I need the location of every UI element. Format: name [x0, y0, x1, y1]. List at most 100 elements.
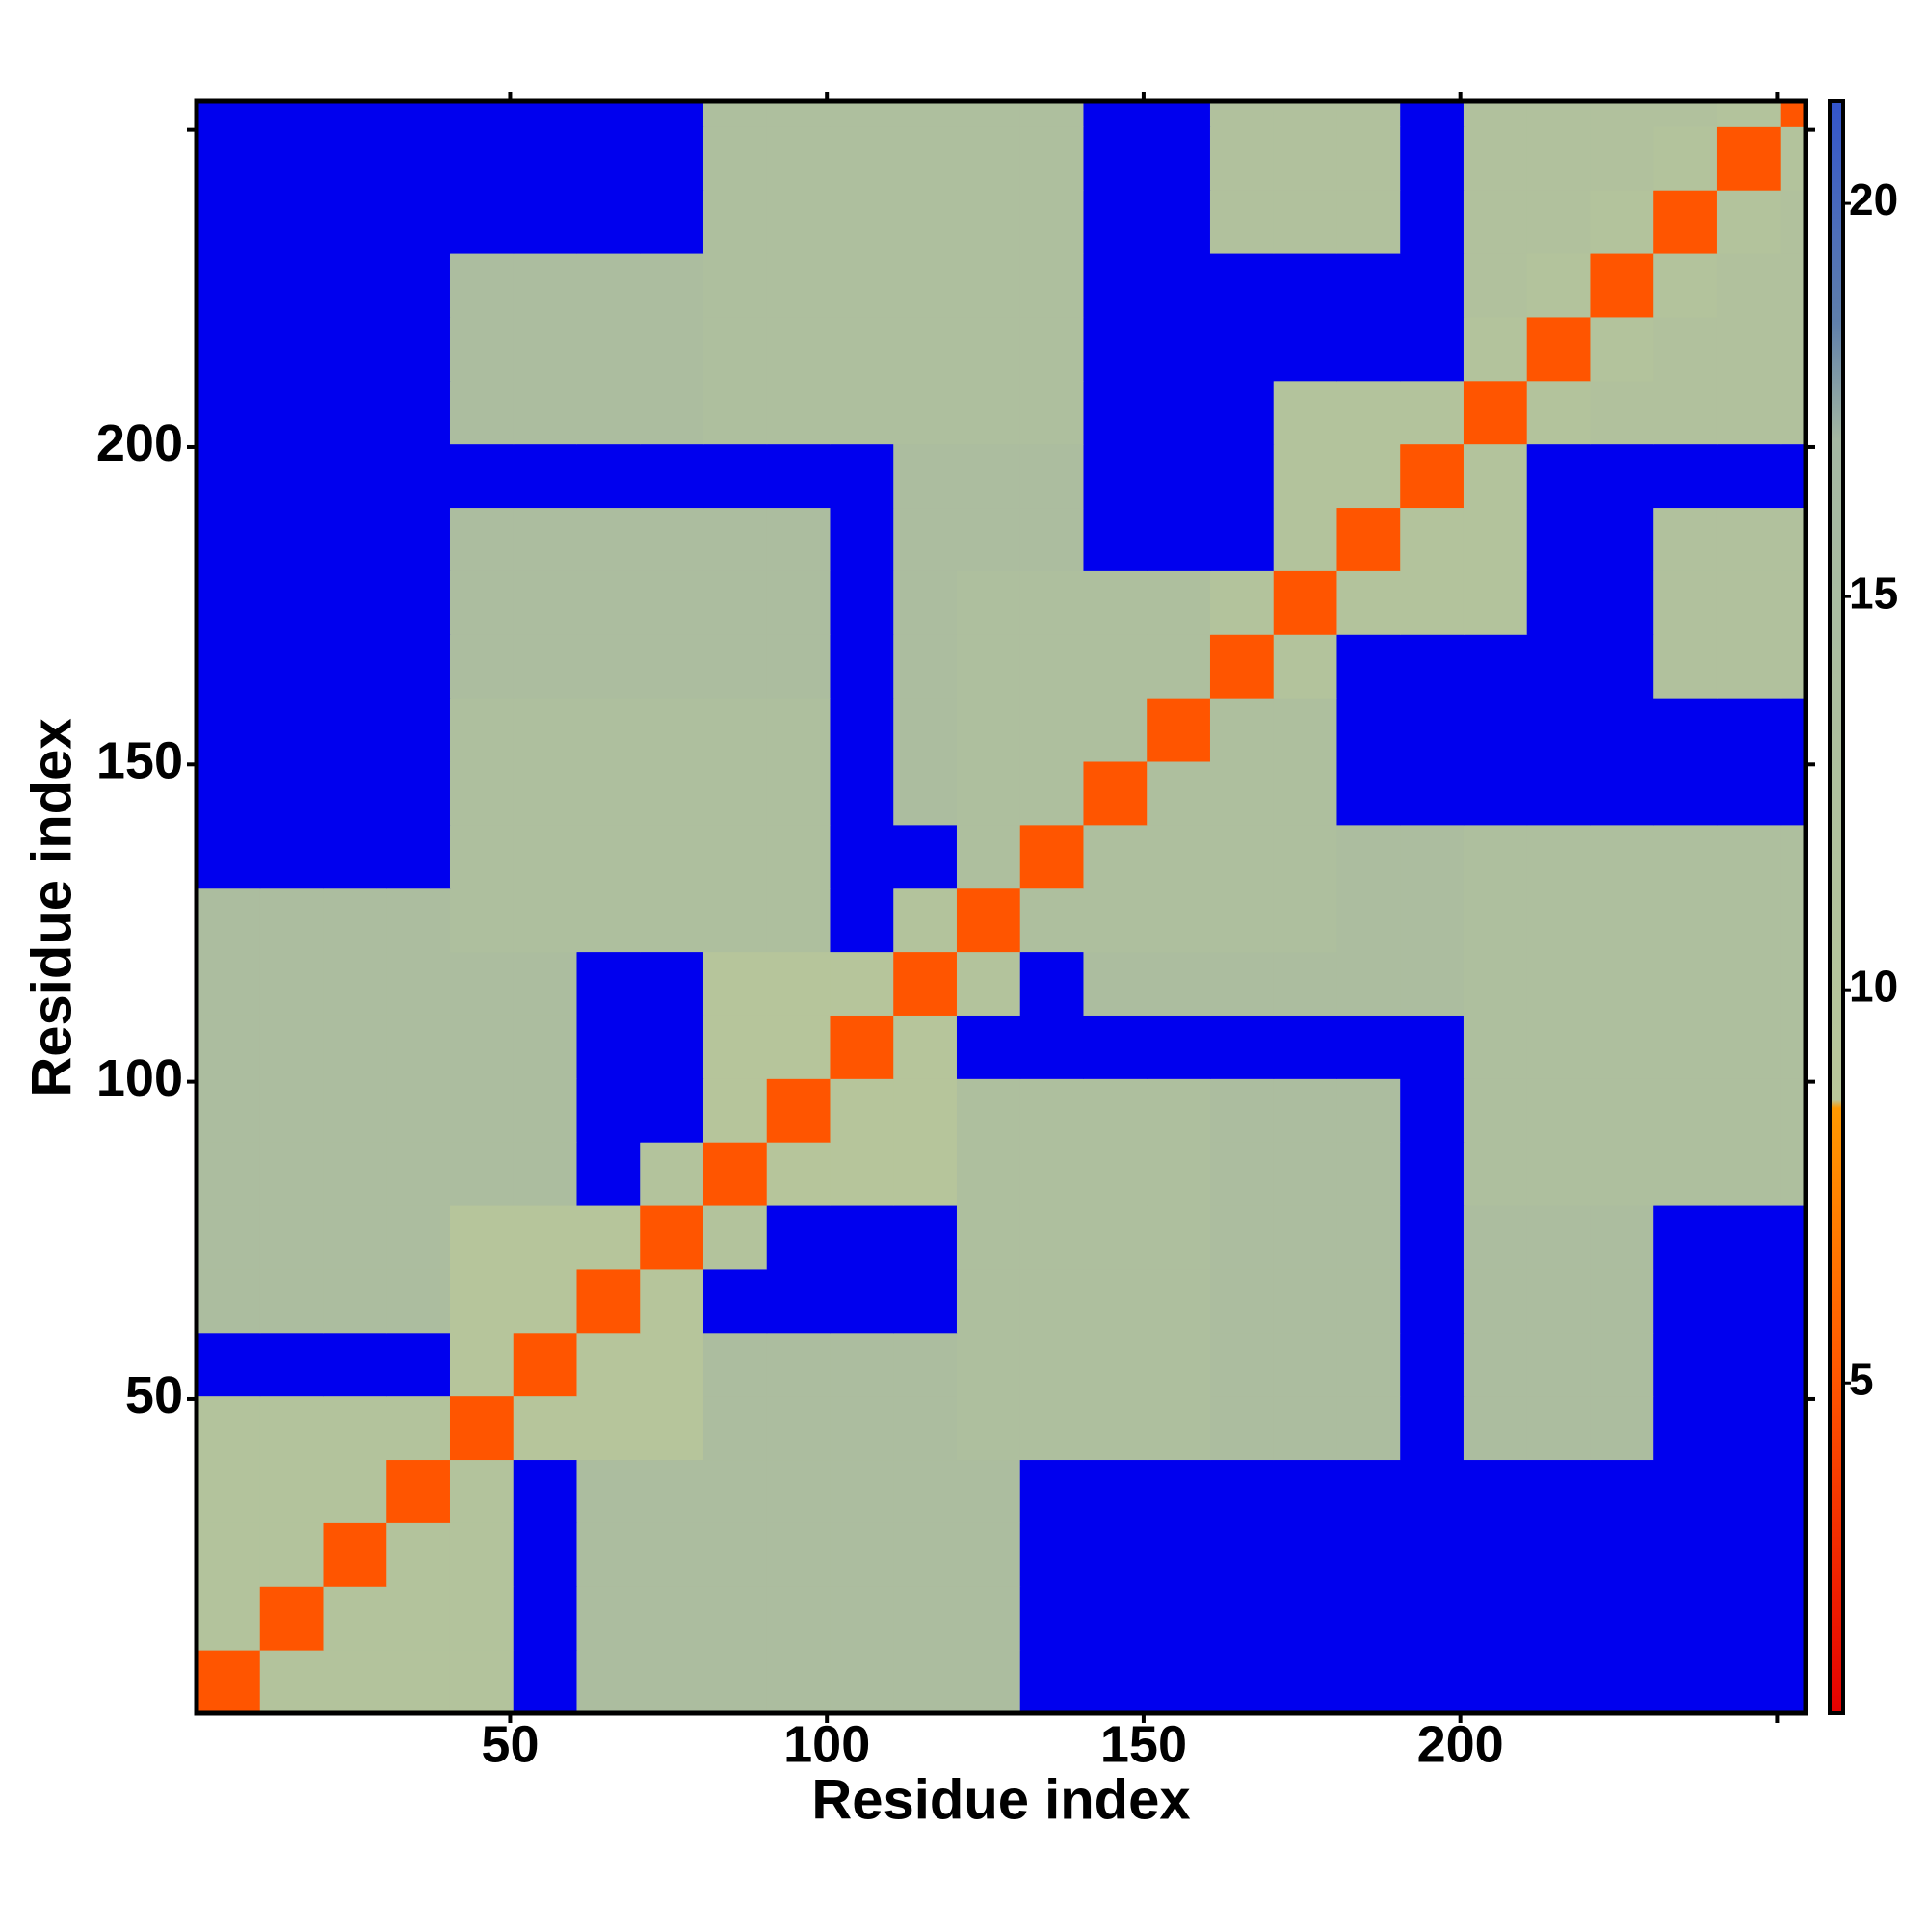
heat-cell [197, 824, 261, 889]
colorbar-segment [1830, 438, 1843, 1100]
heat-cell [956, 1586, 1021, 1651]
heat-cell [1019, 634, 1084, 699]
heat-cell [1463, 761, 1528, 826]
heat-cell [1083, 1586, 1148, 1651]
y-tick-label: 50 [125, 1366, 183, 1424]
heat-cell [1336, 1268, 1401, 1334]
heat-cell [956, 1015, 1021, 1079]
heat-cell [197, 951, 261, 1016]
heat-cell [1526, 634, 1591, 699]
heat-cell [1780, 126, 1807, 191]
heat-cell [830, 1268, 894, 1334]
heat-cell [1209, 1332, 1275, 1397]
heat-cell [1590, 316, 1654, 382]
heat-cell [1780, 1078, 1807, 1143]
heat-cell [197, 316, 261, 382]
heat-cell [576, 1586, 641, 1651]
heat-cell [449, 1142, 515, 1206]
heat-cell [513, 1142, 577, 1206]
heat-cell [323, 634, 387, 699]
heat-cell [449, 316, 515, 382]
heat-cell [323, 101, 387, 127]
heat-cell [1400, 570, 1465, 635]
heat-cell [1336, 443, 1401, 509]
heat-cell [1780, 507, 1807, 571]
heat-cell [449, 570, 515, 635]
heat-cell [766, 951, 831, 1016]
heat-cell [1463, 951, 1528, 1016]
heat-cell [1780, 380, 1807, 445]
heat-cell [1336, 1078, 1401, 1143]
heat-cell [956, 1142, 1021, 1206]
heat-cell [1273, 761, 1337, 826]
heat-cell [386, 126, 451, 191]
heat-cell [1463, 1395, 1528, 1461]
heat-cell [1336, 1650, 1401, 1714]
heat-cell [830, 1332, 894, 1397]
heat-cell [1526, 126, 1591, 191]
heat-cell [259, 443, 324, 509]
heat-cell [1019, 253, 1084, 318]
heat-cell [1273, 101, 1337, 127]
heat-cell [259, 887, 324, 953]
heat-cell [1526, 1522, 1591, 1587]
heat-cell [1019, 1078, 1084, 1143]
heat-cell [893, 1205, 958, 1270]
heat-cell [513, 253, 577, 318]
heat-cell [1463, 1459, 1528, 1523]
heat-cell [259, 316, 324, 382]
heat-cell [197, 1268, 261, 1334]
heat-cell [449, 761, 515, 826]
heat-cell [956, 1268, 1021, 1334]
heat-cell [259, 570, 324, 635]
heat-cell [702, 1650, 768, 1714]
heat-cell [1716, 1459, 1782, 1523]
heat-cell [1336, 1459, 1401, 1523]
heat-cell [323, 1078, 387, 1143]
heat-cell [1209, 634, 1275, 699]
heat-cell [702, 887, 768, 953]
heat-cell [1083, 570, 1148, 635]
heat-cell [1147, 443, 1211, 509]
heat-cell [893, 1268, 958, 1334]
heat-cell [513, 101, 577, 127]
heat-cell [197, 634, 261, 699]
heat-cell [1463, 190, 1528, 254]
heat-cell [197, 1586, 261, 1651]
heat-cell [1273, 1142, 1337, 1206]
heat-cell [197, 1205, 261, 1270]
heat-cell [1273, 1078, 1337, 1143]
heat-cell [766, 570, 831, 635]
heat-cell [1273, 1015, 1337, 1079]
heat-cell [1463, 570, 1528, 635]
heat-cell [640, 698, 704, 762]
heat-cell [1209, 824, 1275, 889]
heat-cell [1463, 698, 1528, 762]
heat-cell [1019, 887, 1084, 953]
heat-cell [1147, 507, 1211, 571]
heat-cell [893, 316, 958, 382]
heat-cell [259, 761, 324, 826]
heat-cell [1526, 951, 1591, 1016]
heat-cell [1083, 1015, 1148, 1079]
heat-cell [1400, 824, 1465, 889]
heat-cell [1716, 887, 1782, 953]
heat-cell [640, 190, 704, 254]
heat-cell [1653, 1522, 1718, 1587]
heat-cell [1463, 1268, 1528, 1334]
heat-cell [1526, 1078, 1591, 1143]
heat-cell [1653, 1332, 1718, 1397]
heat-cell [1400, 1522, 1465, 1587]
heat-cell [1526, 507, 1591, 571]
heat-cell [1780, 698, 1807, 762]
heat-cell [323, 761, 387, 826]
heat-cell [1590, 951, 1654, 1016]
heat-cell [1590, 887, 1654, 953]
heat-cell [766, 824, 831, 889]
heat-cell [1463, 1205, 1528, 1270]
heat-cell [1209, 887, 1275, 953]
heat-cell [830, 1142, 894, 1206]
heat-cell [1209, 698, 1275, 762]
heat-cell [513, 951, 577, 1016]
heat-cell [956, 1650, 1021, 1714]
